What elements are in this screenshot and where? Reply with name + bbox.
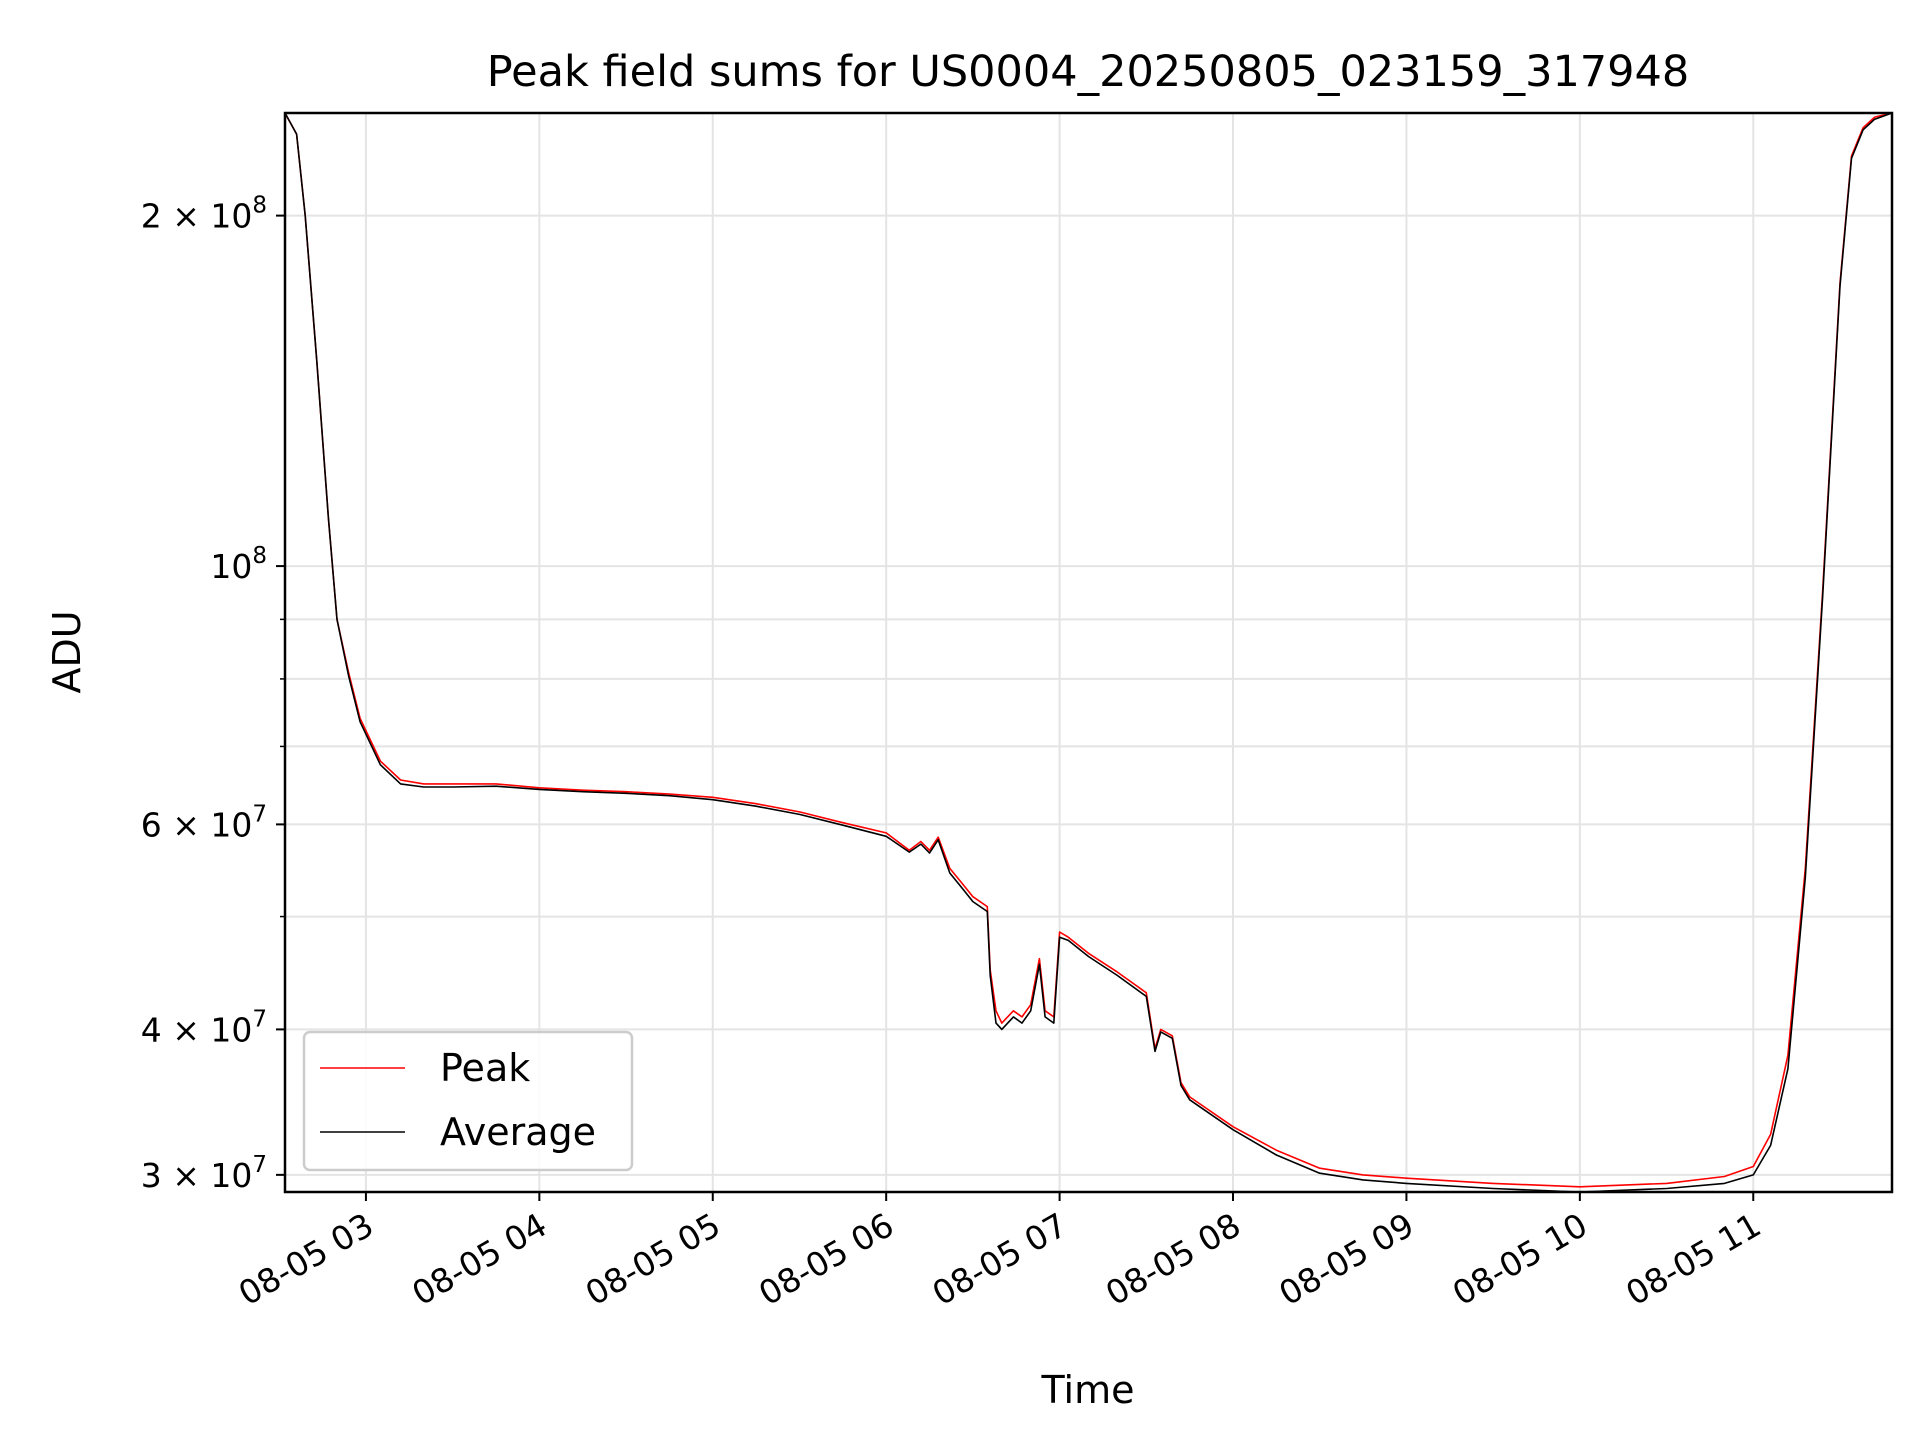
y-tick-exponent: 8 (252, 543, 267, 569)
legend: Peak Average (302, 1030, 634, 1172)
y-tick-base: 4 × 10 (141, 1010, 253, 1049)
y-tick-label: 108 (210, 543, 267, 586)
y-tick-base: 6 × 10 (141, 805, 253, 844)
series-line-average (284, 112, 1893, 1193)
y-tick-base: 2 × 10 (141, 197, 253, 236)
plot-frame (283, 111, 1894, 1194)
y-tick-label: 4 × 107 (141, 1006, 267, 1049)
series-layer (284, 112, 1893, 1193)
y-tick-exponent: 7 (252, 801, 267, 827)
y-tick-base: 10 (210, 547, 252, 586)
y-tick-exponent: 8 (252, 193, 267, 219)
y-tick-label: 2 × 108 (141, 193, 267, 236)
y-tick-label: 6 × 107 (141, 801, 267, 844)
legend-label-peak: Peak (440, 1046, 530, 1090)
y-tick-label: 3 × 107 (141, 1152, 267, 1195)
series-line-peak (284, 112, 1893, 1188)
legend-label-average: Average (440, 1110, 596, 1154)
y-tick-exponent: 7 (252, 1006, 267, 1032)
chart-title: Peak field sums for US0004_20250805_0231… (487, 47, 1690, 97)
grid (285, 113, 1892, 1192)
y-tick-base: 3 × 10 (141, 1156, 253, 1195)
legend-box (302, 1030, 634, 1172)
y-tick-exponent: 7 (252, 1152, 267, 1178)
x-axis-label: Time (1041, 1368, 1135, 1412)
y-axis-label: ADU (45, 610, 89, 693)
